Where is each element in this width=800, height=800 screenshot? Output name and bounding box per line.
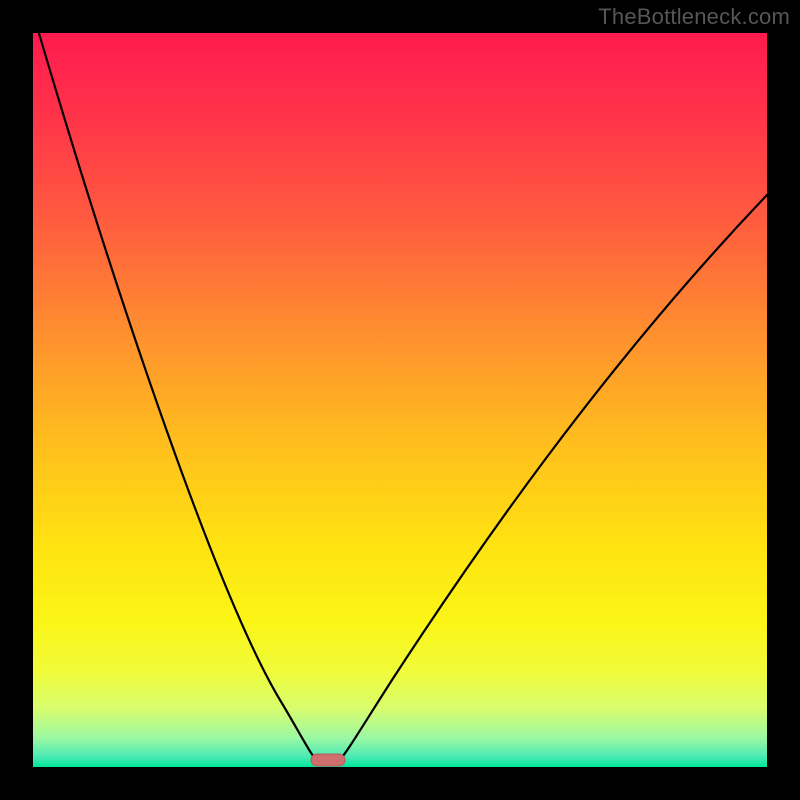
bottleneck-chart <box>0 0 800 800</box>
optimal-marker <box>311 754 345 766</box>
watermark-text: TheBottleneck.com <box>598 4 790 30</box>
chart-container: TheBottleneck.com <box>0 0 800 800</box>
plot-background <box>33 33 767 767</box>
